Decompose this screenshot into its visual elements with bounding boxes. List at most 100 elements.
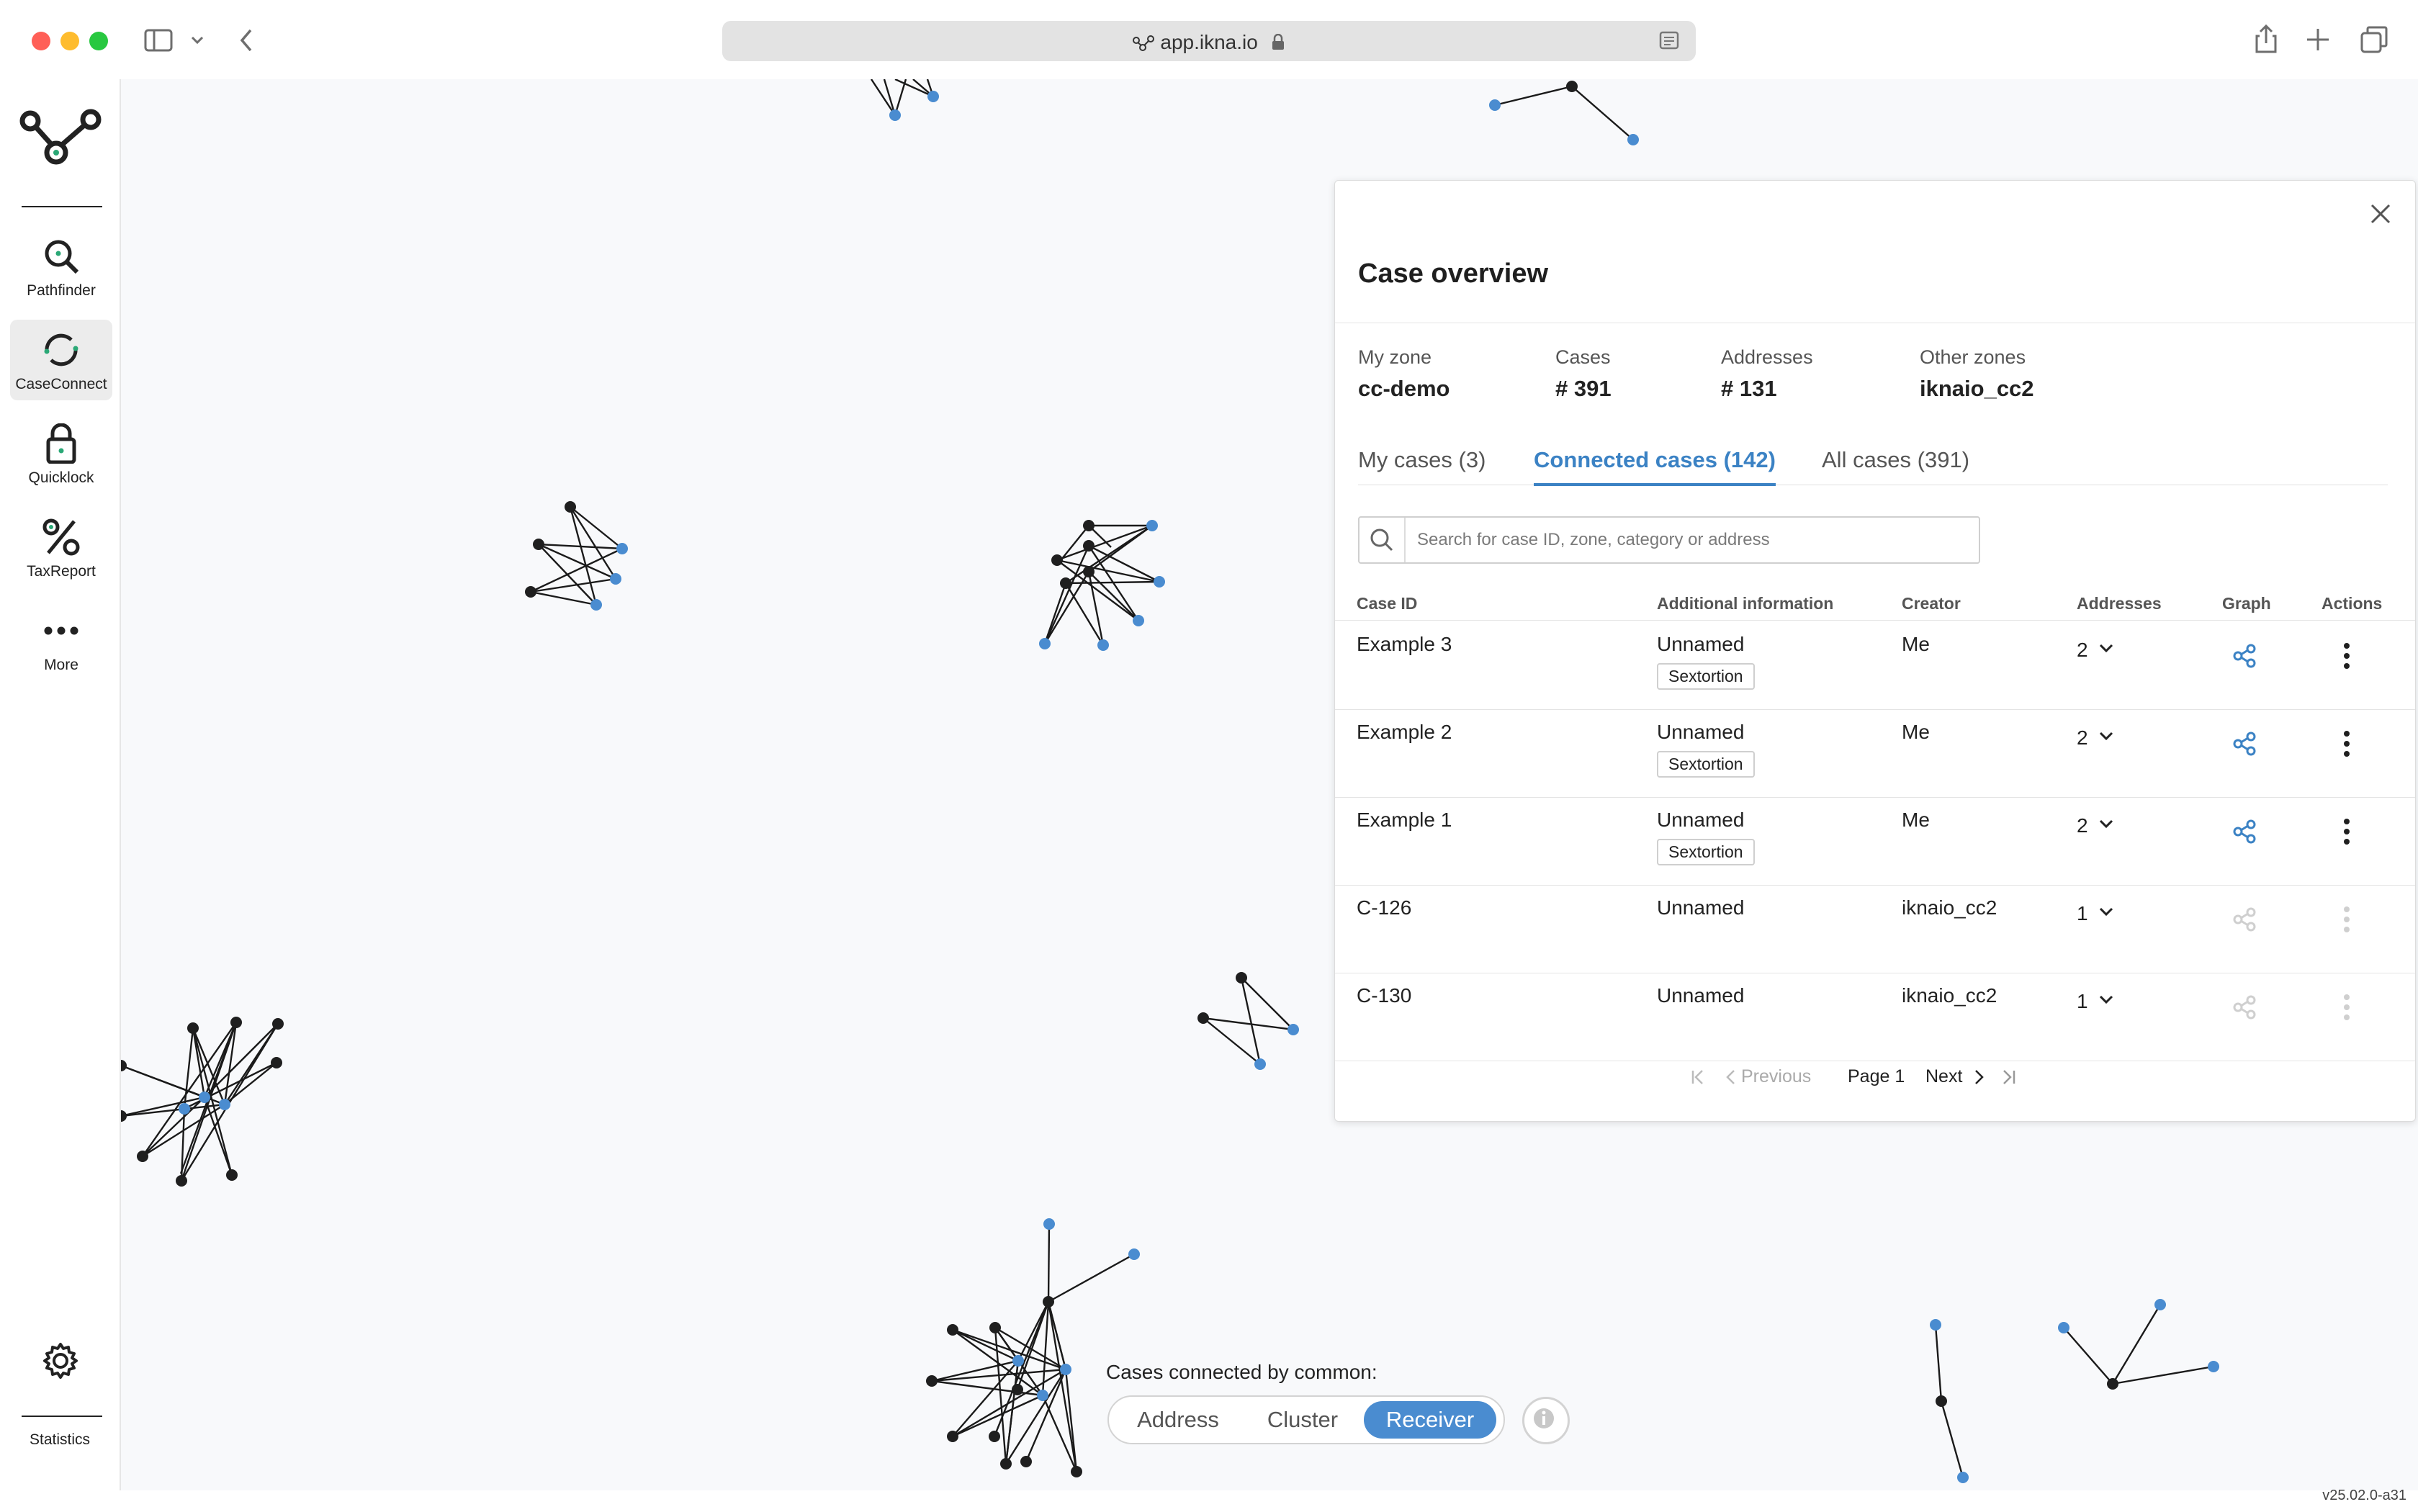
sidebar-toggle-icon[interactable] [144, 29, 173, 52]
tab-my-cases[interactable]: My cases (3) [1358, 447, 1486, 472]
stat-cases: Cases # 391 [1555, 346, 1612, 402]
first-page-icon[interactable] [1689, 1068, 1707, 1086]
connection-mode-label: Cases connected by common: [1106, 1361, 1377, 1383]
percent-icon [42, 518, 80, 556]
next-button[interactable]: Next [1925, 1066, 1963, 1086]
graph-share-icon [2233, 907, 2256, 932]
chevron-down-icon[interactable] [190, 35, 205, 46]
sidebar-item-quicklock[interactable]: Quicklock [10, 413, 112, 494]
addresses-dropdown[interactable]: 1 [2077, 902, 2114, 925]
site-icon [1133, 35, 1155, 51]
addresses-dropdown[interactable]: 1 [2077, 990, 2114, 1013]
addresses-dropdown[interactable]: 2 [2077, 726, 2114, 750]
table-row[interactable]: Example 1 Unnamed Sextortion Me 2 [1335, 797, 2415, 886]
sidebar-item-label: Quicklock [28, 469, 94, 486]
share-icon[interactable] [2254, 24, 2278, 53]
additional-info-cell: Unnamed [1657, 896, 1745, 919]
stat-label: Addresses [1721, 346, 1813, 368]
search-button[interactable] [1359, 518, 1406, 562]
kebab-menu-icon[interactable] [2342, 642, 2352, 670]
graph-nodes[interactable] [121, 81, 2219, 1483]
additional-info-cell: Unnamed [1657, 984, 1745, 1007]
table-row[interactable]: Example 2 Unnamed Sextortion Me 2 [1335, 709, 2415, 798]
kebab-menu-icon[interactable] [2342, 817, 2352, 846]
sidebar-item-more[interactable]: More [10, 600, 112, 681]
connection-mode-toggle: Address Cluster Receiver [1107, 1395, 1505, 1444]
kebab-menu-icon[interactable] [2342, 729, 2352, 758]
stat-other-zones: Other zones iknaio_cc2 [1920, 346, 2034, 402]
version-label: v25.02.0-a31 [2322, 1488, 2406, 1503]
tab-overview-icon[interactable] [2360, 26, 2388, 53]
column-header-additional-info[interactable]: Additional information [1657, 594, 1834, 613]
additional-info-cell: Unnamed [1657, 809, 1745, 831]
settings-gear-icon[interactable] [42, 1342, 79, 1380]
table-row[interactable]: Example 3 Unnamed Sextortion Me 2 [1335, 621, 2415, 710]
more-dots-icon [44, 626, 78, 635]
addresses-count: 2 [2077, 814, 2088, 837]
addresses-count: 2 [2077, 639, 2088, 661]
tab-all-cases[interactable]: All cases (391) [1822, 447, 1970, 472]
stat-value: iknaio_cc2 [1920, 376, 2034, 401]
case-id-cell[interactable]: Example 1 [1357, 809, 1452, 831]
case-overview-panel: Case overview My zone cc-demo Cases # 39… [1334, 180, 2416, 1122]
url-label: app.ikna.io [1160, 31, 1258, 53]
creator-cell: Me [1902, 721, 1930, 743]
ikna-logo-icon[interactable] [19, 107, 102, 168]
graph-share-icon[interactable] [2232, 731, 2257, 757]
next-chevron-icon [1975, 1070, 1984, 1084]
column-header-creator[interactable]: Creator [1902, 594, 1961, 613]
addresses-count: 1 [2077, 902, 2088, 924]
sidebar-item-pathfinder[interactable]: Pathfinder [10, 226, 112, 307]
stat-value: # 391 [1555, 376, 1612, 401]
case-id-cell[interactable]: Example 3 [1357, 633, 1452, 655]
sidebar-item-label: More [44, 657, 78, 673]
window-zoom-button[interactable] [89, 32, 108, 50]
chevron-down-icon [2099, 732, 2113, 741]
graph-share-icon [2233, 995, 2256, 1020]
sidebar-item-statistics[interactable]: Statistics [29, 1431, 91, 1448]
sidebar-item-label: TaxReport [27, 563, 96, 580]
mode-cluster-button[interactable]: Cluster [1267, 1407, 1339, 1432]
sidebar-divider [22, 206, 102, 207]
case-id-cell[interactable]: Example 2 [1357, 721, 1452, 743]
last-page-icon[interactable] [2000, 1068, 2018, 1086]
previous-chevron-icon [1726, 1070, 1735, 1084]
case-network-graph[interactable] [121, 79, 2418, 1490]
previous-button[interactable]: Previous [1741, 1066, 1812, 1086]
search-icon [1370, 528, 1393, 552]
app-sidebar: Pathfinder CaseConnect Quicklock TaxRepo… [0, 79, 121, 1490]
sidebar-item-taxreport[interactable]: TaxReport [10, 507, 112, 588]
stat-addresses: Addresses # 131 [1721, 346, 1813, 402]
search-input[interactable] [1416, 526, 1966, 554]
window-minimize-button[interactable] [60, 32, 79, 50]
close-icon[interactable] [2366, 199, 2395, 228]
addresses-count: 1 [2077, 990, 2088, 1012]
chevron-down-icon [2099, 644, 2113, 653]
sidebar-item-caseconnect[interactable]: CaseConnect [10, 320, 112, 400]
addresses-dropdown[interactable]: 2 [2077, 814, 2114, 837]
creator-cell: iknaio_cc2 [1902, 896, 1997, 919]
case-id-cell[interactable]: C-130 [1357, 984, 1412, 1007]
graph-share-icon[interactable] [2232, 819, 2257, 845]
mode-address-button[interactable]: Address [1137, 1407, 1219, 1432]
graph-share-icon[interactable] [2232, 643, 2257, 669]
column-header-actions: Actions [2322, 594, 2383, 613]
window-close-button[interactable] [32, 32, 50, 50]
addresses-dropdown[interactable]: 2 [2077, 639, 2114, 662]
address-bar[interactable]: app.ikna.io [722, 21, 1696, 61]
stat-my-zone: My zone cc-demo [1358, 346, 1450, 402]
table-row[interactable]: C-126 Unnamed iknaio_cc2 1 [1335, 885, 2415, 973]
stat-label: Other zones [1920, 346, 2026, 368]
column-header-addresses[interactable]: Addresses [2077, 594, 2162, 613]
tab-connected-cases[interactable]: Connected cases (142) [1534, 447, 1776, 486]
reader-icon[interactable] [1658, 30, 1680, 52]
column-header-case-id[interactable]: Case ID [1357, 594, 1418, 613]
new-tab-icon[interactable] [2306, 27, 2330, 52]
category-tag: Sextortion [1657, 751, 1755, 778]
info-button[interactable] [1522, 1397, 1570, 1444]
case-id-cell[interactable]: C-126 [1357, 896, 1412, 919]
back-arrow-icon[interactable] [238, 27, 255, 53]
mode-receiver-button[interactable]: Receiver [1364, 1401, 1496, 1439]
lock-icon [1272, 33, 1284, 50]
table-row[interactable]: C-130 Unnamed iknaio_cc2 1 [1335, 973, 2415, 1061]
